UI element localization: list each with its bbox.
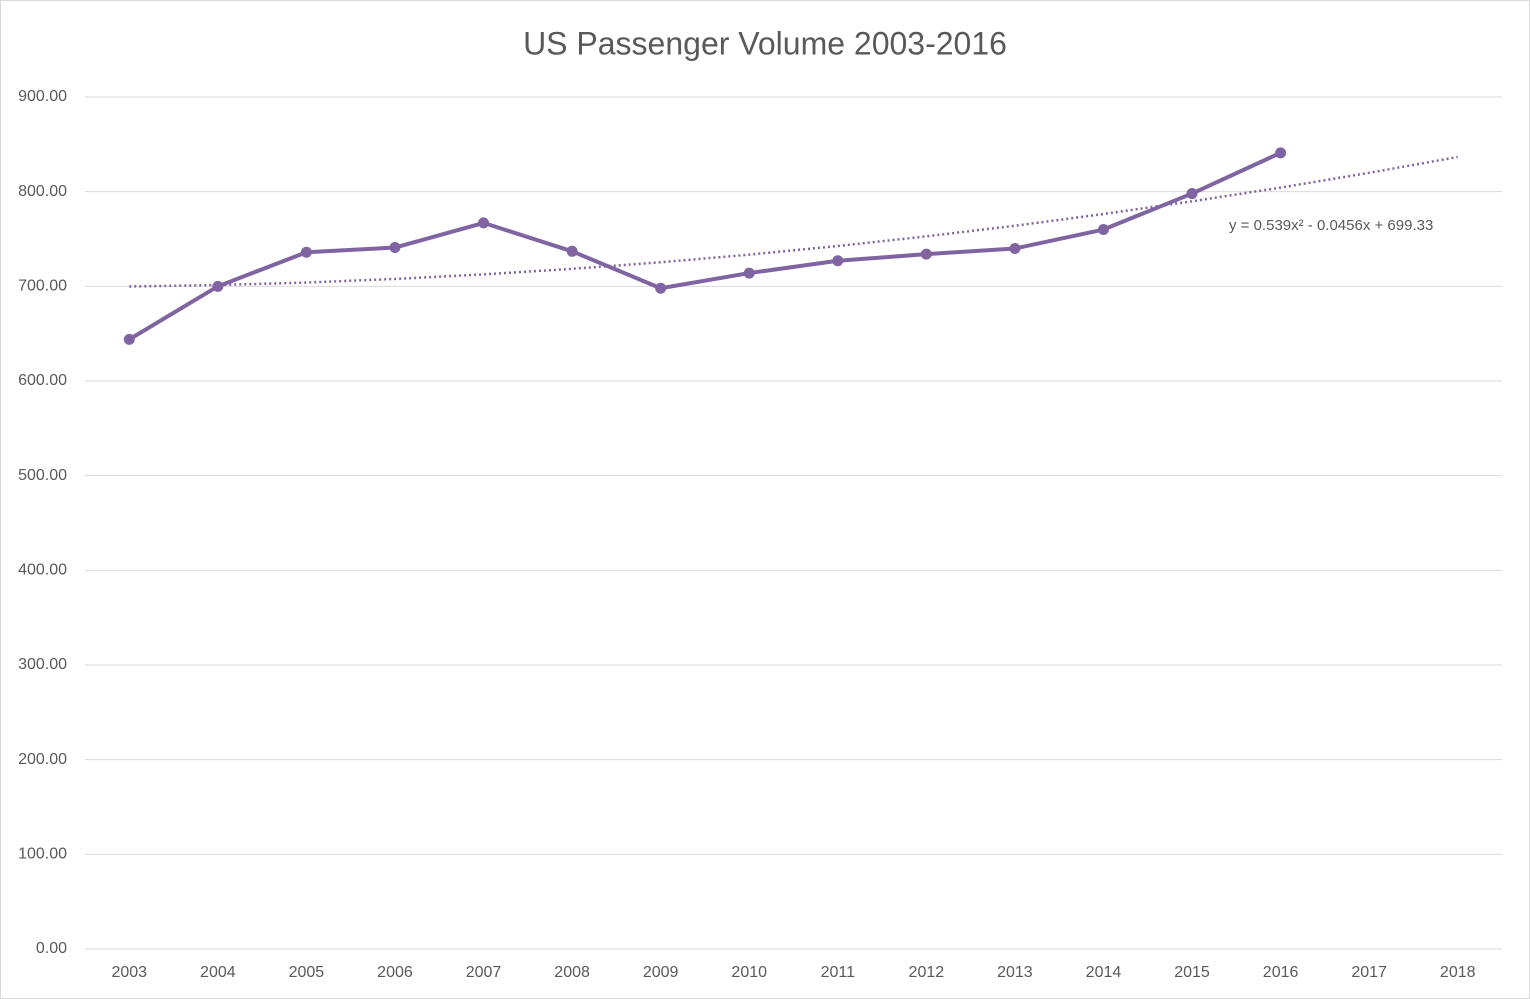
trendline — [129, 155, 1458, 288]
y-tick-label: 200.00 — [18, 751, 67, 768]
y-tick-label: 300.00 — [18, 656, 67, 673]
y-tick-label: 0.00 — [36, 940, 67, 957]
x-tick-label: 2017 — [1351, 964, 1387, 981]
series-line — [128, 151, 1282, 342]
y-tick-label: 100.00 — [18, 846, 67, 863]
x-tick-label: 2016 — [1263, 964, 1299, 981]
marker — [1275, 147, 1287, 159]
x-tick-label: 2011 — [821, 964, 856, 981]
x-tick-label: 2015 — [1174, 964, 1210, 981]
y-tick-label: 900.00 — [18, 88, 67, 105]
x-tick-label: 2010 — [731, 964, 767, 981]
y-tick-label: 600.00 — [18, 372, 67, 389]
y-tick-label: 700.00 — [18, 278, 67, 295]
marker — [300, 246, 312, 258]
x-tick-label: 2008 — [554, 964, 590, 981]
marker — [123, 333, 135, 345]
y-tick-label: 800.00 — [18, 183, 67, 200]
x-tick-label: 2012 — [909, 964, 945, 981]
marker — [920, 248, 932, 260]
x-tick-label: 2003 — [111, 964, 147, 981]
x-tick-label: 2005 — [289, 964, 325, 981]
x-tick-label: 2018 — [1440, 964, 1476, 981]
y-tick-label: 500.00 — [18, 467, 67, 484]
x-tick-label: 2014 — [1086, 964, 1122, 981]
y-tick-label: 400.00 — [18, 562, 67, 579]
x-tick-label: 2013 — [997, 964, 1033, 981]
marker — [1097, 224, 1109, 236]
x-tick-label: 2006 — [377, 964, 413, 981]
x-tick-label: 2004 — [200, 964, 236, 981]
marker — [389, 242, 401, 254]
x-tick-label: 2009 — [643, 964, 679, 981]
trendline-equation: y = 0.539x² - 0.0456x + 699.33 — [1229, 217, 1433, 234]
marker — [566, 245, 578, 257]
marker — [1186, 188, 1198, 200]
marker — [832, 255, 844, 267]
marker — [1009, 242, 1021, 254]
chart-title: US Passenger Volume 2003-2016 — [523, 25, 1007, 61]
x-tick-label: 2007 — [466, 964, 502, 981]
marker — [478, 217, 490, 229]
marker — [212, 280, 224, 292]
marker — [743, 267, 755, 279]
marker — [655, 282, 667, 294]
